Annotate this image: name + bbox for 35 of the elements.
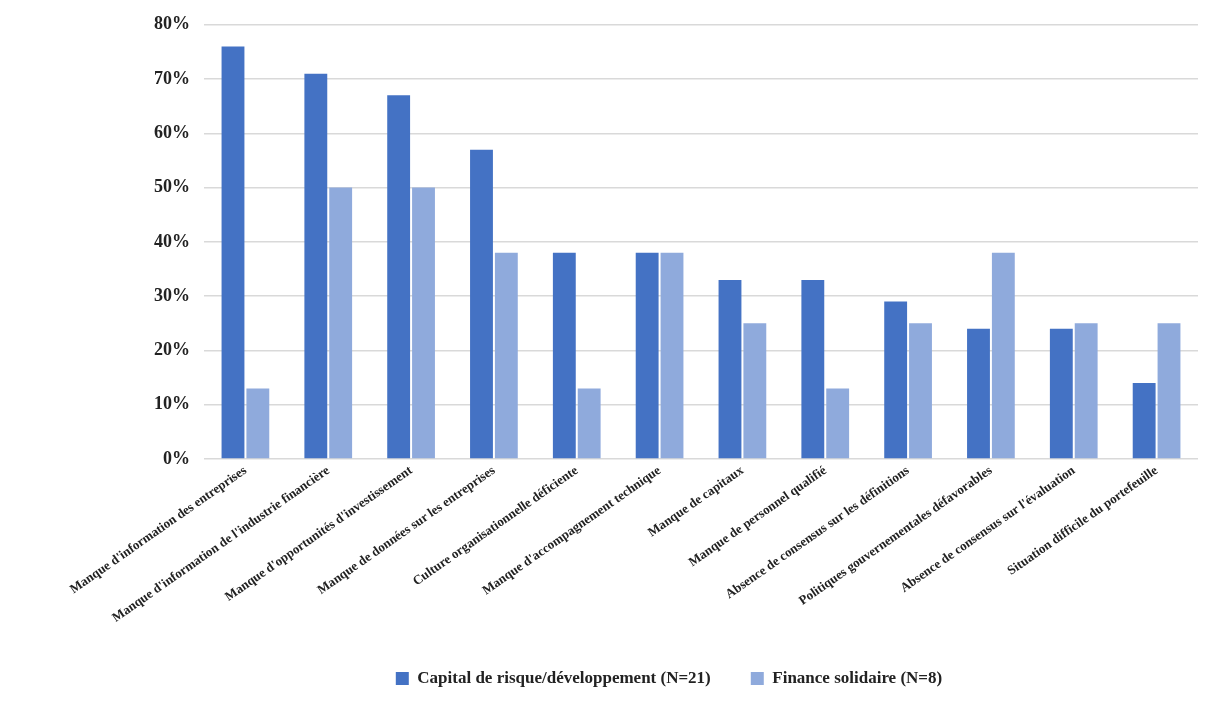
bar bbox=[801, 279, 825, 459]
y-tick-label: 30% bbox=[154, 284, 190, 305]
y-tick-label: 40% bbox=[154, 230, 190, 251]
bar bbox=[718, 279, 742, 459]
bar bbox=[635, 252, 659, 459]
legend-label: Capital de risque/développement (N=21) bbox=[417, 667, 711, 687]
bar bbox=[329, 187, 353, 459]
y-tick-label: 60% bbox=[154, 122, 190, 142]
bar bbox=[1132, 383, 1156, 459]
bar bbox=[412, 187, 435, 459]
bar bbox=[494, 252, 518, 459]
bar bbox=[577, 388, 601, 459]
y-tick-label: 80% bbox=[154, 13, 190, 34]
bar bbox=[660, 252, 684, 459]
bar bbox=[884, 301, 908, 459]
bar bbox=[387, 95, 411, 459]
y-tick-label: 20% bbox=[154, 339, 190, 360]
legend-label: Finance solidaire (N=8) bbox=[772, 667, 943, 687]
y-tick-label: 10% bbox=[154, 393, 190, 414]
bar bbox=[743, 323, 767, 459]
bar bbox=[1157, 323, 1181, 459]
bar bbox=[552, 252, 576, 459]
bar bbox=[221, 46, 245, 459]
bar bbox=[1049, 328, 1073, 459]
bar bbox=[1074, 323, 1098, 459]
bar bbox=[909, 323, 932, 459]
y-tick-label: 70% bbox=[154, 67, 190, 88]
bar bbox=[991, 252, 1015, 459]
y-tick-label: 50% bbox=[154, 176, 190, 197]
bar bbox=[967, 328, 990, 459]
bar bbox=[304, 73, 328, 459]
bar bbox=[470, 149, 493, 459]
bar bbox=[246, 388, 270, 459]
bar bbox=[826, 388, 850, 459]
y-tick-label: 0% bbox=[163, 447, 190, 468]
